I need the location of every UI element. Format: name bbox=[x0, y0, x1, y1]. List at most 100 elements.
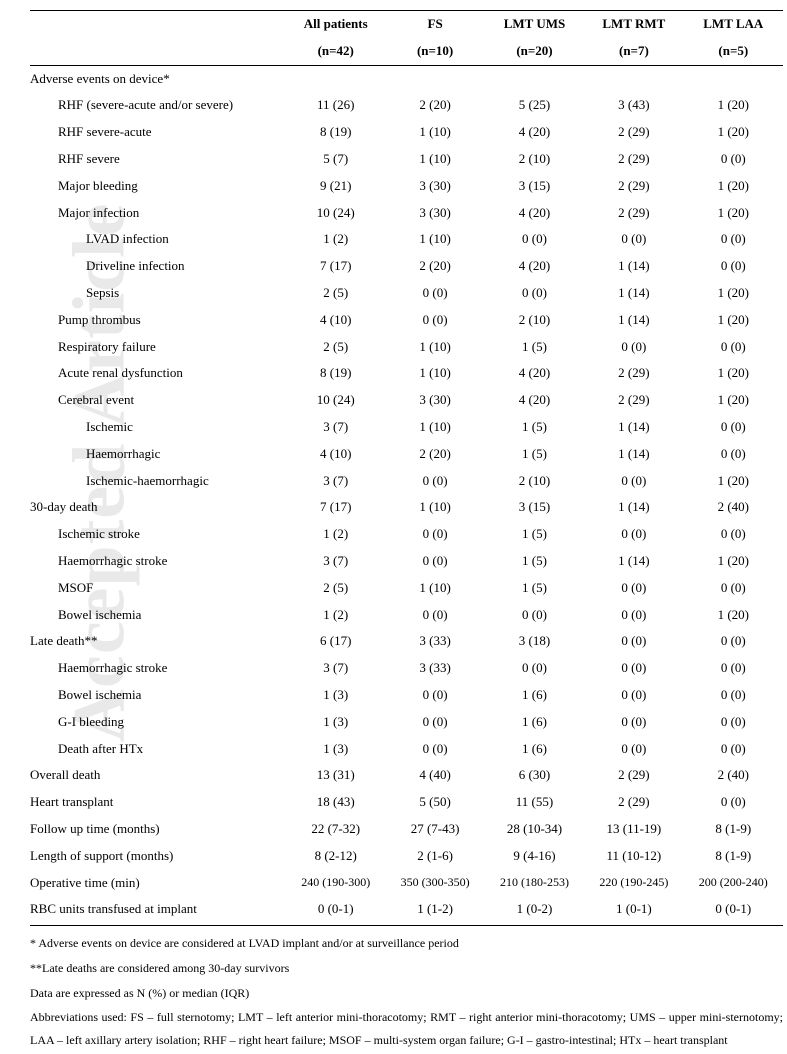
cell: 0 (0) bbox=[584, 521, 683, 548]
cell: 0 (0) bbox=[385, 548, 484, 575]
cell: 2 (29) bbox=[584, 119, 683, 146]
row-label: Acute renal dysfunction bbox=[30, 360, 286, 387]
cell: 0 (0) bbox=[684, 253, 783, 280]
table-row: Overall death13 (31)4 (40)6 (30)2 (29)2 … bbox=[30, 762, 783, 789]
table-row: RHF severe5 (7)1 (10)2 (10)2 (29)0 (0) bbox=[30, 146, 783, 173]
row-label: RHF severe-acute bbox=[30, 119, 286, 146]
cell: 3 (7) bbox=[286, 548, 385, 575]
cell: 1 (14) bbox=[584, 414, 683, 441]
row-label: G-I bleeding bbox=[30, 709, 286, 736]
table-row: RBC units transfused at implant0 (0-1)1 … bbox=[30, 896, 783, 925]
cell: 1 (3) bbox=[286, 709, 385, 736]
cell: 0 (0) bbox=[584, 602, 683, 629]
cell: 6 (30) bbox=[485, 762, 584, 789]
cell: 1 (20) bbox=[684, 92, 783, 119]
header-row-1: All patients FS LMT UMS LMT RMT LMT LAA bbox=[30, 11, 783, 38]
cell: 1 (6) bbox=[485, 736, 584, 763]
cell: 0 (0) bbox=[684, 441, 783, 468]
row-label: Respiratory failure bbox=[30, 334, 286, 361]
cell: 1 (14) bbox=[584, 548, 683, 575]
header-row-2: (n=42) (n=10) (n=20) (n=7) (n=5) bbox=[30, 38, 783, 65]
table-row: MSOF2 (5)1 (10)1 (5)0 (0)0 (0) bbox=[30, 575, 783, 602]
cell: 0 (0) bbox=[684, 682, 783, 709]
cell: 0 (0) bbox=[385, 280, 484, 307]
cell: 4 (20) bbox=[485, 360, 584, 387]
table-row: Major infection10 (24)3 (30)4 (20)2 (29)… bbox=[30, 200, 783, 227]
cell: 2 (29) bbox=[584, 387, 683, 414]
footnote: Abbreviations used: FS – full sternotomy… bbox=[30, 1006, 783, 1052]
cell: 1 (20) bbox=[684, 468, 783, 495]
row-label: MSOF bbox=[30, 575, 286, 602]
cell: 1 (20) bbox=[684, 387, 783, 414]
cell: 1 (20) bbox=[684, 602, 783, 629]
cell: 1 (5) bbox=[485, 548, 584, 575]
cell: 0 (0) bbox=[584, 736, 683, 763]
cell: 2 (40) bbox=[684, 762, 783, 789]
table-row: Heart transplant18 (43)5 (50)11 (55)2 (2… bbox=[30, 789, 783, 816]
cell: 0 (0) bbox=[684, 655, 783, 682]
cell: 8 (19) bbox=[286, 119, 385, 146]
cell: 4 (10) bbox=[286, 441, 385, 468]
cell: 6 (17) bbox=[286, 628, 385, 655]
cell: 1 (0-1) bbox=[584, 896, 683, 925]
row-label: Haemorrhagic stroke bbox=[30, 548, 286, 575]
cell: 2 (5) bbox=[286, 575, 385, 602]
cell: 28 (10-34) bbox=[485, 816, 584, 843]
row-label: RHF (severe-acute and/or severe) bbox=[30, 92, 286, 119]
footnotes: * Adverse events on device are considere… bbox=[30, 932, 783, 1052]
table-row: Haemorrhagic stroke3 (7)3 (33)0 (0)0 (0)… bbox=[30, 655, 783, 682]
cell: 3 (15) bbox=[485, 173, 584, 200]
col-subheader: (n=20) bbox=[485, 38, 584, 65]
cell: 0 (0) bbox=[684, 334, 783, 361]
cell: 0 (0) bbox=[584, 709, 683, 736]
data-table: All patients FS LMT UMS LMT RMT LMT LAA … bbox=[30, 10, 783, 926]
cell: 13 (11-19) bbox=[584, 816, 683, 843]
cell: 2 (29) bbox=[584, 146, 683, 173]
table-row: RHF severe-acute8 (19)1 (10)4 (20)2 (29)… bbox=[30, 119, 783, 146]
cell: 240 (190-300) bbox=[286, 870, 385, 897]
cell: 3 (30) bbox=[385, 387, 484, 414]
row-label: Late death** bbox=[30, 628, 286, 655]
cell: 1 (5) bbox=[485, 334, 584, 361]
table-row: G-I bleeding1 (3)0 (0)1 (6)0 (0)0 (0) bbox=[30, 709, 783, 736]
cell: 2 (5) bbox=[286, 280, 385, 307]
cell: 8 (1-9) bbox=[684, 843, 783, 870]
cell: 1 (20) bbox=[684, 119, 783, 146]
col-header: All patients bbox=[286, 11, 385, 38]
row-label: Ischemic stroke bbox=[30, 521, 286, 548]
cell: 3 (15) bbox=[485, 494, 584, 521]
cell: 1 (14) bbox=[584, 280, 683, 307]
cell: 1 (14) bbox=[584, 494, 683, 521]
cell: 0 (0) bbox=[684, 575, 783, 602]
cell: 10 (24) bbox=[286, 387, 385, 414]
cell: 2 (20) bbox=[385, 253, 484, 280]
cell: 1 (10) bbox=[385, 146, 484, 173]
cell: 1 (10) bbox=[385, 360, 484, 387]
table-row: Major bleeding9 (21)3 (30)3 (15)2 (29)1 … bbox=[30, 173, 783, 200]
cell: 1 (20) bbox=[684, 280, 783, 307]
cell: 0 (0) bbox=[485, 226, 584, 253]
cell: 0 (0) bbox=[584, 468, 683, 495]
cell: 22 (7-32) bbox=[286, 816, 385, 843]
cell: 1 (6) bbox=[485, 709, 584, 736]
cell: 0 (0) bbox=[584, 226, 683, 253]
cell: 7 (17) bbox=[286, 494, 385, 521]
row-label: Operative time (min) bbox=[30, 870, 286, 897]
cell: 1 (14) bbox=[584, 253, 683, 280]
row-label: RHF severe bbox=[30, 146, 286, 173]
table-row: Ischemic3 (7)1 (10)1 (5)1 (14)0 (0) bbox=[30, 414, 783, 441]
cell: 200 (200-240) bbox=[684, 870, 783, 897]
cell: 2 (29) bbox=[584, 360, 683, 387]
cell: 11 (10-12) bbox=[584, 843, 683, 870]
row-label: Cerebral event bbox=[30, 387, 286, 414]
row-label: Major bleeding bbox=[30, 173, 286, 200]
cell: 18 (43) bbox=[286, 789, 385, 816]
cell: 8 (19) bbox=[286, 360, 385, 387]
cell: 220 (190-245) bbox=[584, 870, 683, 897]
row-label: LVAD infection bbox=[30, 226, 286, 253]
row-label: Bowel ischemia bbox=[30, 602, 286, 629]
col-header: LMT RMT bbox=[584, 11, 683, 38]
table-row: Operative time (min)240 (190-300)350 (30… bbox=[30, 870, 783, 897]
cell: 0 (0) bbox=[385, 521, 484, 548]
table-body: Adverse events on device* RHF (severe-ac… bbox=[30, 65, 783, 926]
